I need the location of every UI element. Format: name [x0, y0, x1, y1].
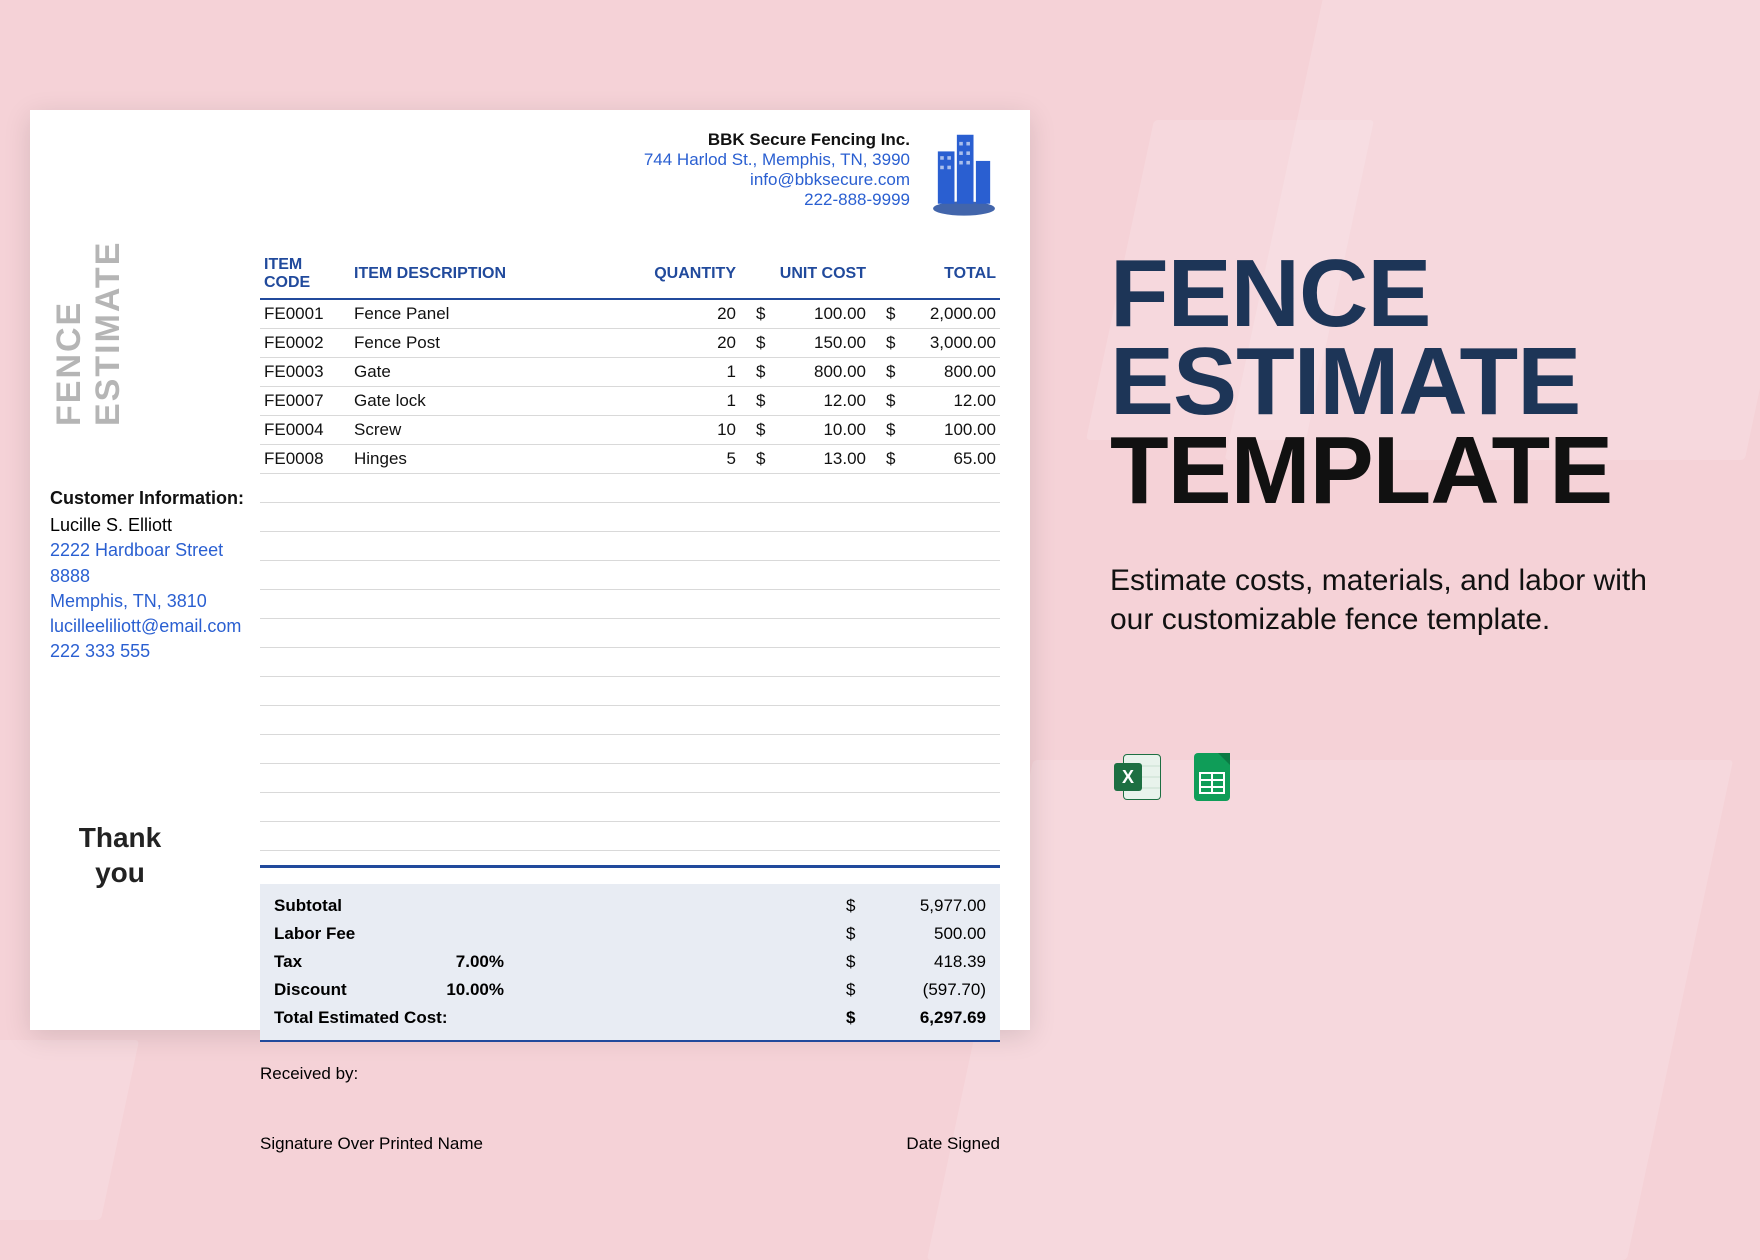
customer-address-2: Memphis, TN, 3810	[50, 589, 250, 614]
cell-cost: $13.00	[740, 445, 870, 474]
table-row-empty	[260, 474, 1000, 503]
app-icons-row: X	[1110, 749, 1700, 805]
promo-subtitle: Estimate costs, materials, and labor wit…	[1110, 561, 1670, 639]
cell-total: $800.00	[870, 358, 1000, 387]
company-address: 744 Harlod St., Memphis, TN, 3990	[644, 150, 910, 170]
customer-name: Lucille S. Elliott	[50, 513, 250, 538]
customer-email: lucilleeliliott@email.com	[50, 614, 250, 639]
company-email: info@bbksecure.com	[644, 170, 910, 190]
table-row-empty	[260, 822, 1000, 851]
summary-total: Total Estimated Cost: $6,297.69	[272, 1004, 988, 1032]
th-total: TOTAL	[870, 250, 1000, 299]
table-row-empty	[260, 532, 1000, 561]
cell-desc: Hinges	[350, 445, 630, 474]
sheets-icon[interactable]	[1184, 749, 1240, 805]
cell-code: FE0004	[260, 416, 350, 445]
table-row-empty	[260, 764, 1000, 793]
estimate-document: FENCE ESTIMATE Customer Information: Luc…	[30, 110, 1030, 1030]
cell-qty: 1	[630, 387, 740, 416]
table-row-empty	[260, 590, 1000, 619]
cell-total: $3,000.00	[870, 329, 1000, 358]
company-logo-icon	[928, 130, 1000, 218]
customer-info: Customer Information: Lucille S. Elliott…	[50, 486, 250, 664]
table-row: FE0007Gate lock1$12.00$12.00	[260, 387, 1000, 416]
summary-subtotal: Subtotal $5,977.00	[272, 892, 988, 920]
items-table-wrap: ITEM CODE ITEM DESCRIPTION QUANTITY UNIT…	[260, 250, 1000, 868]
excel-icon[interactable]: X	[1110, 749, 1166, 805]
cell-total: $12.00	[870, 387, 1000, 416]
cell-desc: Gate	[350, 358, 630, 387]
layout: FENCE ESTIMATE Customer Information: Luc…	[0, 0, 1760, 1140]
promo-title: FENCE ESTIMATE TEMPLATE	[1110, 250, 1700, 515]
summary-labor: Labor Fee $500.00	[272, 920, 988, 948]
cell-code: FE0003	[260, 358, 350, 387]
th-desc: ITEM DESCRIPTION	[350, 250, 630, 299]
cell-code: FE0007	[260, 387, 350, 416]
cell-total: $2,000.00	[870, 299, 1000, 329]
cell-desc: Fence Post	[350, 329, 630, 358]
cell-desc: Fence Panel	[350, 299, 630, 329]
customer-phone: 222 333 555	[50, 639, 250, 664]
table-row-empty	[260, 735, 1000, 764]
table-row-empty	[260, 619, 1000, 648]
cell-cost: $100.00	[740, 299, 870, 329]
received-by-label: Received by:	[260, 1064, 1000, 1084]
summary-discount: Discount 10.00% $(597.70)	[272, 976, 988, 1004]
signature-label: Signature Over Printed Name	[260, 1134, 483, 1154]
items-table: ITEM CODE ITEM DESCRIPTION QUANTITY UNIT…	[260, 250, 1000, 851]
cell-qty: 5	[630, 445, 740, 474]
cell-cost: $12.00	[740, 387, 870, 416]
cell-desc: Screw	[350, 416, 630, 445]
cell-qty: 10	[630, 416, 740, 445]
date-signed-label: Date Signed	[906, 1134, 1000, 1154]
customer-info-title: Customer Information:	[50, 486, 250, 511]
th-code: ITEM CODE	[260, 250, 350, 299]
cell-desc: Gate lock	[350, 387, 630, 416]
summary-tax: Tax 7.00% $418.39	[272, 948, 988, 976]
cell-code: FE0002	[260, 329, 350, 358]
company-phone: 222-888-9999	[644, 190, 910, 210]
table-row-empty	[260, 706, 1000, 735]
footer-block: Received by: Signature Over Printed Name…	[260, 1064, 1000, 1154]
cell-qty: 1	[630, 358, 740, 387]
th-cost: UNIT COST	[740, 250, 870, 299]
cell-qty: 20	[630, 329, 740, 358]
table-header-row: ITEM CODE ITEM DESCRIPTION QUANTITY UNIT…	[260, 250, 1000, 299]
vertical-title: FENCE ESTIMATE	[50, 136, 128, 426]
table-row: FE0008Hinges5$13.00$65.00	[260, 445, 1000, 474]
table-row-empty	[260, 677, 1000, 706]
table-row: FE0003Gate1$800.00$800.00	[260, 358, 1000, 387]
cell-total: $65.00	[870, 445, 1000, 474]
table-row: FE0002Fence Post20$150.00$3,000.00	[260, 329, 1000, 358]
company-name: BBK Secure Fencing Inc.	[644, 130, 910, 150]
cell-cost: $800.00	[740, 358, 870, 387]
customer-address-1: 2222 Hardboar Street 8888	[50, 538, 250, 588]
cell-cost: $150.00	[740, 329, 870, 358]
cell-qty: 20	[630, 299, 740, 329]
cell-code: FE0008	[260, 445, 350, 474]
cell-cost: $10.00	[740, 416, 870, 445]
table-row: FE0001Fence Panel20$100.00$2,000.00	[260, 299, 1000, 329]
svg-text:X: X	[1122, 767, 1134, 787]
table-bottom-rule	[260, 865, 1000, 868]
table-row: FE0004Screw10$10.00$100.00	[260, 416, 1000, 445]
table-row-empty	[260, 561, 1000, 590]
table-row-empty	[260, 793, 1000, 822]
cell-total: $100.00	[870, 416, 1000, 445]
company-header: BBK Secure Fencing Inc. 744 Harlod St., …	[260, 130, 1000, 218]
table-row-empty	[260, 503, 1000, 532]
cell-code: FE0001	[260, 299, 350, 329]
thank-you: Thank you	[60, 820, 180, 890]
summary-block: Subtotal $5,977.00 Labor Fee $500.00 Tax…	[260, 884, 1000, 1042]
promo-panel: FENCE ESTIMATE TEMPLATE Estimate costs, …	[1110, 110, 1700, 1080]
th-qty: QUANTITY	[630, 250, 740, 299]
table-row-empty	[260, 648, 1000, 677]
